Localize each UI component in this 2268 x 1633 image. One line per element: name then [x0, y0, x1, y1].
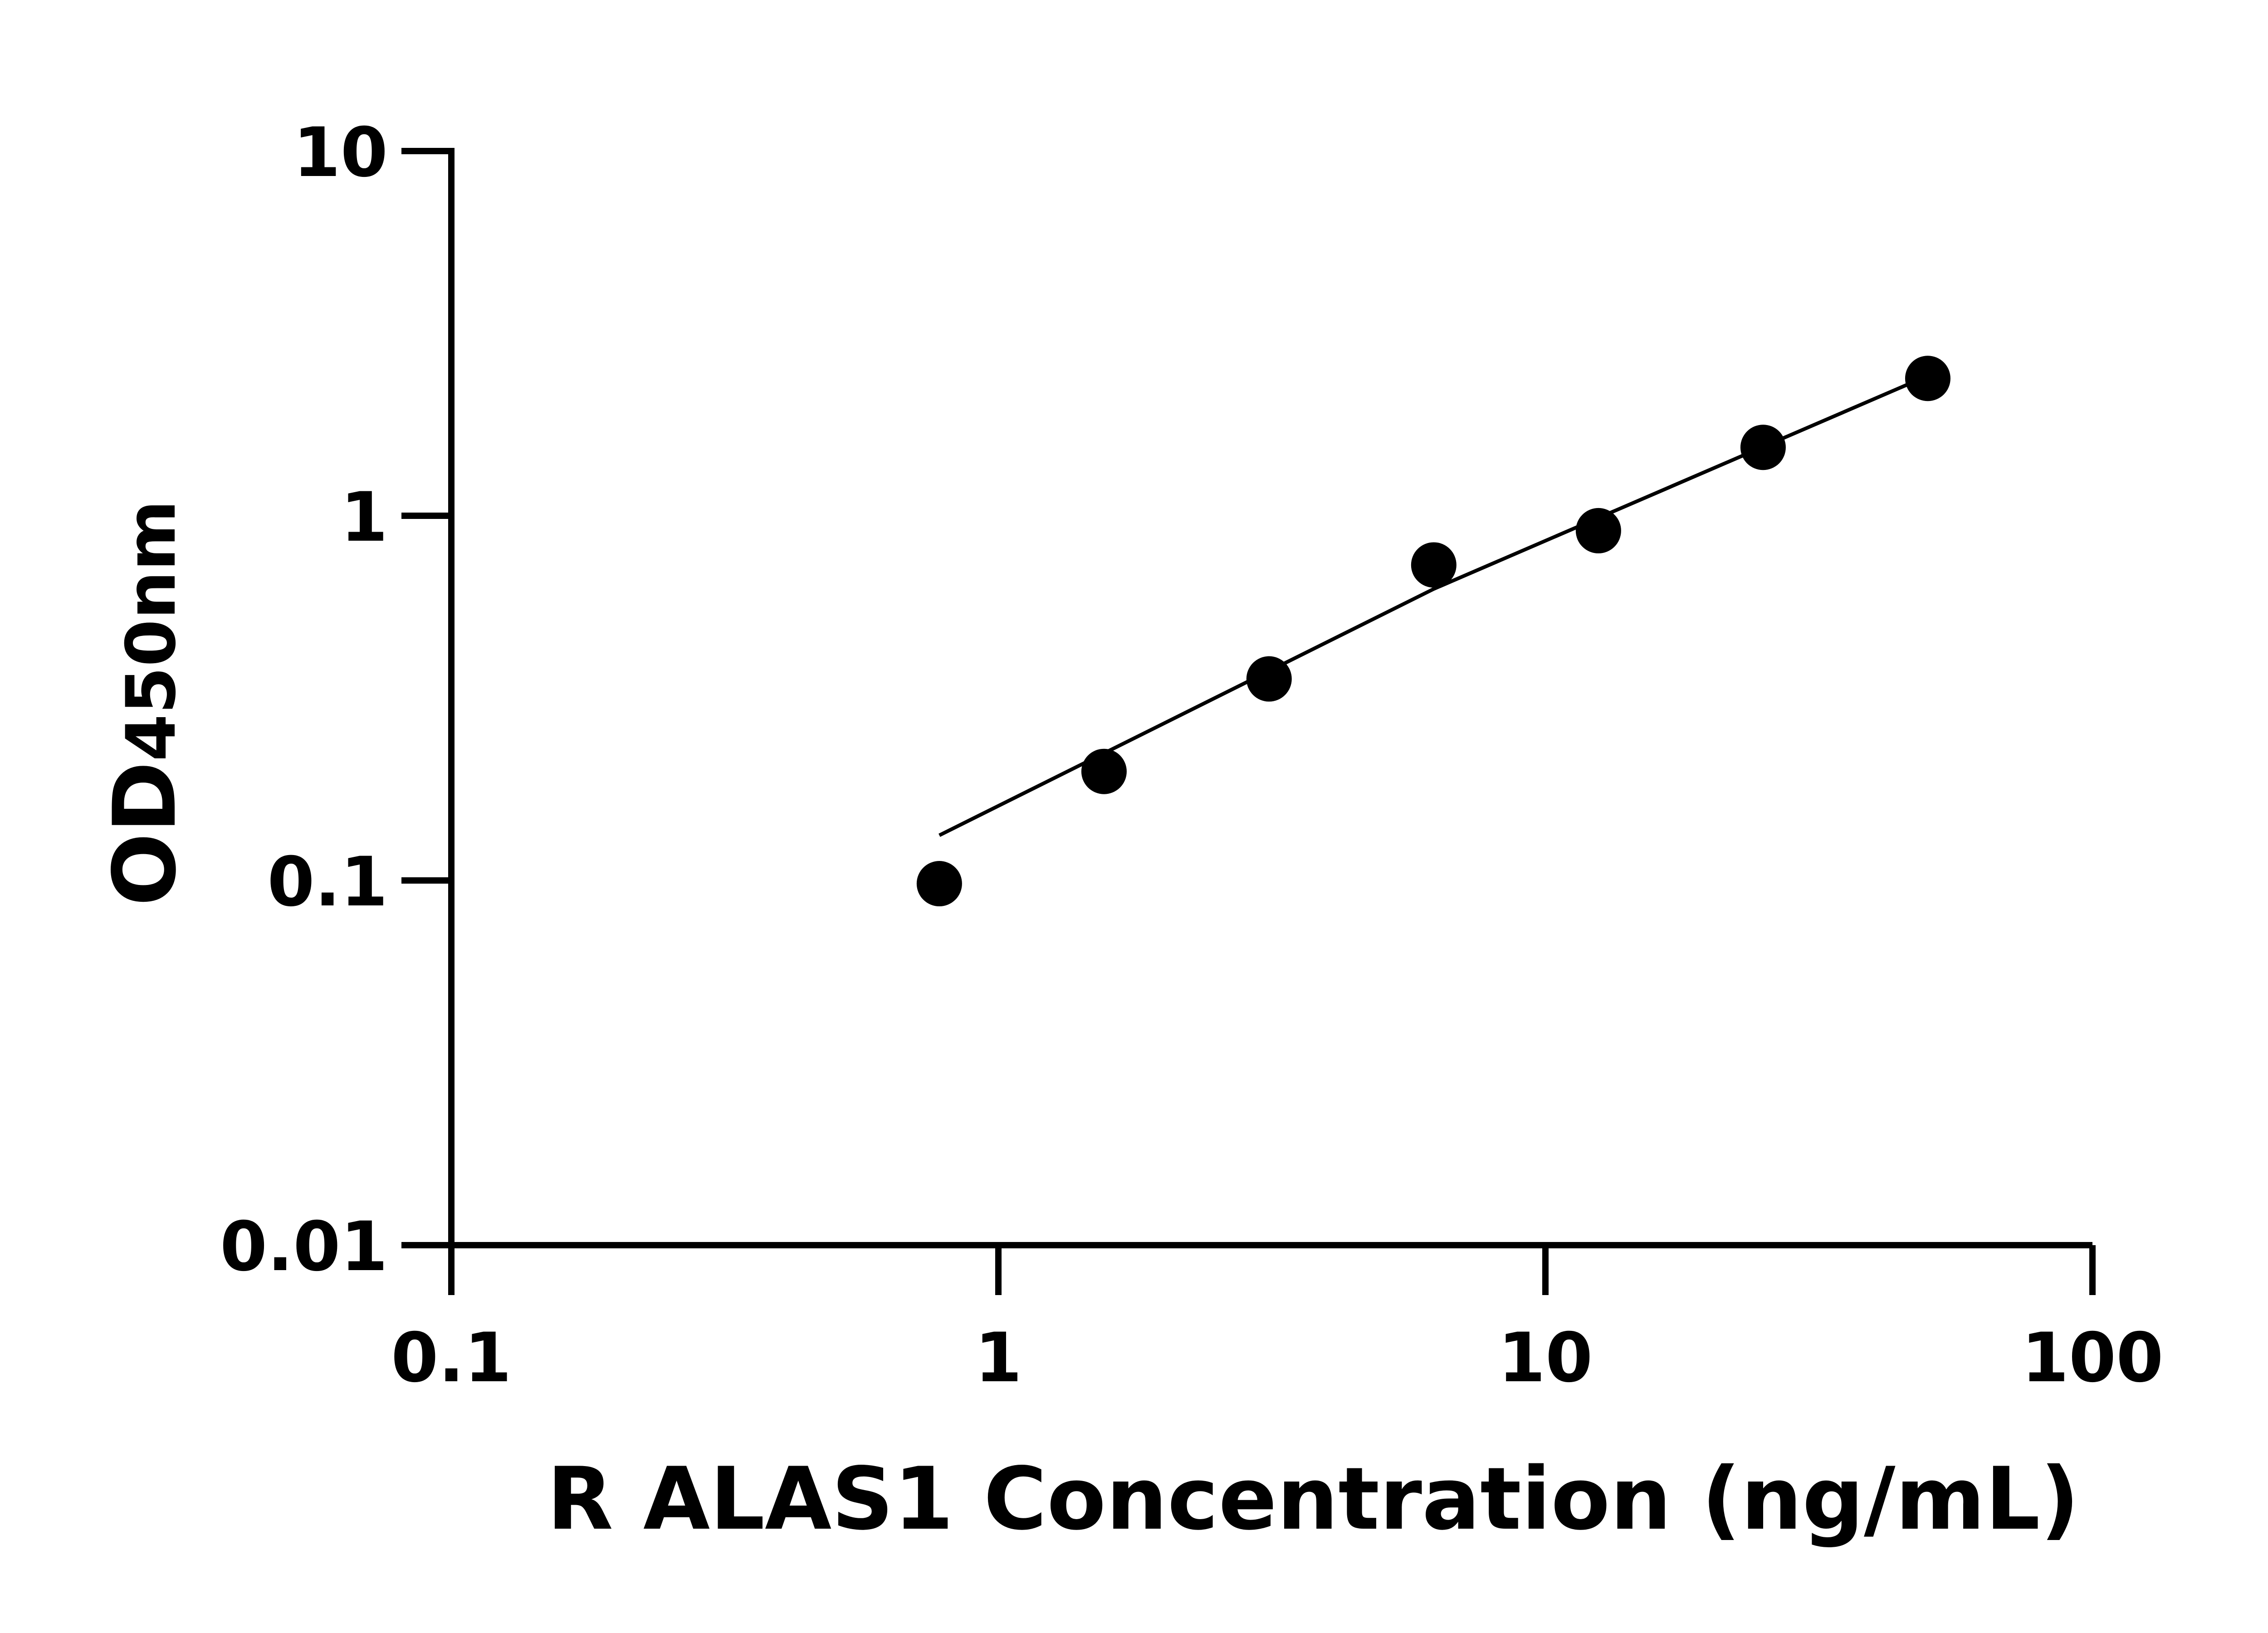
data-point [1081, 748, 1127, 794]
y-axis-title-sub: 450nm [112, 500, 191, 761]
x-axis-title: R ALAS1 Concentration (ng/mL) [547, 1449, 2080, 1549]
x-tick-label: 0.1 [391, 1319, 512, 1398]
y-tick-label: 0.1 [267, 843, 388, 922]
data-point [1740, 425, 1786, 470]
data-point [1905, 356, 1950, 401]
data-point [1411, 542, 1457, 588]
data-point [916, 861, 962, 907]
x-tick-label: 1 [975, 1319, 1022, 1398]
data-point [1246, 656, 1292, 702]
x-tick-label: 100 [2021, 1319, 2163, 1398]
data-point [1575, 508, 1621, 553]
y-tick-label: 1 [341, 478, 388, 557]
chart-marks [916, 356, 1950, 907]
y-axis-title-main: OD [95, 761, 195, 906]
y-axis-title: OD450nm [95, 500, 195, 906]
y-tick-label: 0.01 [220, 1208, 388, 1286]
x-tick-label: 10 [1498, 1319, 1593, 1398]
y-tick-label: 10 [293, 113, 388, 192]
